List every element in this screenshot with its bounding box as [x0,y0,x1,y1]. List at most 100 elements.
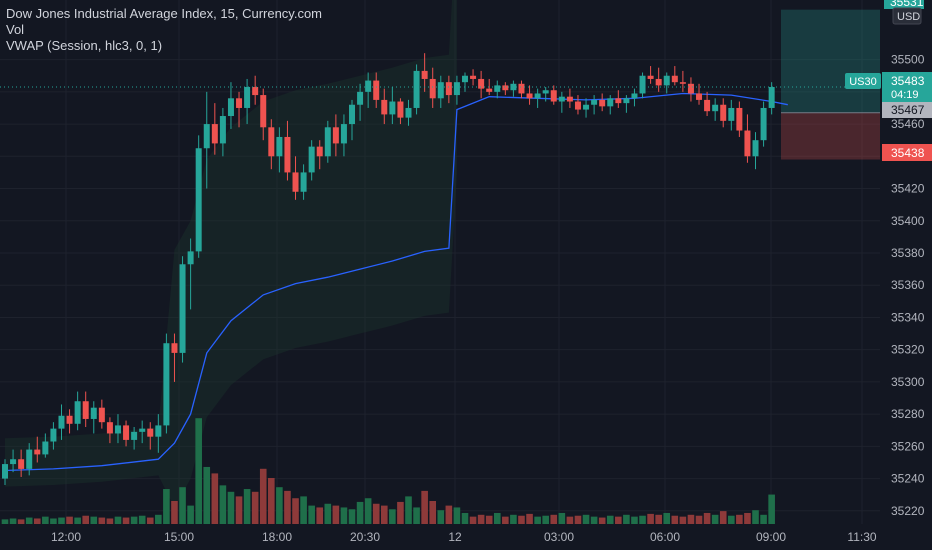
candle-body [236,98,243,108]
volume-bar [179,487,186,524]
candle-body [760,107,767,141]
volume-bar [33,518,41,524]
time-tick-label: 03:00 [544,530,574,544]
symbol-tag-badge [845,73,881,89]
candle-body [211,124,218,144]
volume-bar [163,489,170,524]
candle-body [470,75,477,79]
volume-bar [695,515,703,524]
time-tick-label: 20:30 [350,530,380,544]
candle-body [583,104,590,110]
volume-bar [429,501,437,524]
volume-bar [348,509,356,524]
candle-body [365,80,372,92]
grid-lines [0,0,880,524]
candle-body [486,88,493,92]
volume-bar [639,515,646,524]
symbol-title[interactable]: Dow Jones Industrial Average Index, 15, … [6,6,323,21]
volume-bar [469,516,477,524]
candle-body [82,401,89,419]
volume-bar [324,503,332,524]
volume-bar [744,512,751,524]
price-tick-label: 35360 [891,278,925,292]
candle-body [461,75,468,83]
volume-bar [598,517,606,524]
volume-bar [106,518,114,524]
candle-body [534,93,541,99]
candle-body [373,80,380,100]
candle-body [429,78,436,99]
candle-body [50,428,57,442]
candle-body [34,449,41,455]
volume-bar [413,507,420,524]
volume-bar [437,510,445,524]
candle-body [252,87,259,96]
price-tick-label: 35380 [891,246,925,260]
volume-bar [364,498,372,524]
candle-body [171,343,178,353]
candle-body [357,91,364,105]
volume-bar [9,518,17,524]
volume-bar [663,512,671,524]
candle-body [179,264,186,353]
time-axis[interactable]: 12:00 15:00 18:00 20:30 12 03:00 06:00 09:00 11:… [51,530,877,544]
candle-body [615,98,622,104]
chart-legend: Dow Jones Industrial Average Index, 15, … [6,6,322,54]
candle-body [526,93,533,99]
volume-bar [300,496,307,524]
candle-body [478,78,485,89]
candle-body [558,96,565,102]
candle-body [227,98,234,117]
candle-body [340,124,347,144]
volume-bar [308,505,315,524]
volume-indicator-label[interactable]: Vol [6,22,25,37]
volume-bar [736,514,743,524]
candle-body [655,78,662,86]
candle-body [187,251,194,265]
target-price-text: 35467 [891,103,925,117]
volume-bar [227,491,235,524]
volume-bar [332,505,340,524]
candle-body [679,82,686,84]
vwap-indicator-label[interactable]: VWAP (Session, hlc3, 0, 1) [6,38,163,53]
volume-bar [251,491,259,524]
volume-bar [445,505,453,524]
candle-body [518,83,525,94]
price-tick-label: 35500 [891,53,925,67]
volume-bar [58,517,65,524]
candle-body [106,422,113,434]
time-tick-label: 11:30 [847,530,876,544]
candle-body [607,98,614,107]
symbol-tag-text: US30 [849,76,877,88]
candle-body [292,172,299,192]
candle-body [268,127,275,157]
volume-bar [671,515,679,524]
candle-body [244,87,251,108]
volume-bar [284,490,291,524]
volume-bar [380,505,388,524]
candle-body [42,441,49,455]
volume-bar [187,505,194,524]
long-position-tool[interactable] [781,9,880,160]
volume-bar [397,501,404,524]
candle-body [768,87,775,108]
volume-bar [42,516,49,524]
candle-body [704,99,711,112]
candle-body [58,415,65,429]
candle-body [219,116,226,144]
candle-body [324,127,331,157]
volume-bar [590,516,598,524]
target-price-badge [882,102,932,118]
volume-bar [582,514,590,524]
candle-body [74,401,81,424]
candle-body [453,82,460,96]
candle-body [203,124,210,149]
time-tick-label: 12:00 [51,530,81,544]
volume-bar [211,473,219,524]
volume-bar [155,514,162,524]
volume-bar [719,511,727,524]
candle-body [744,130,751,157]
volume-bar [122,517,130,524]
